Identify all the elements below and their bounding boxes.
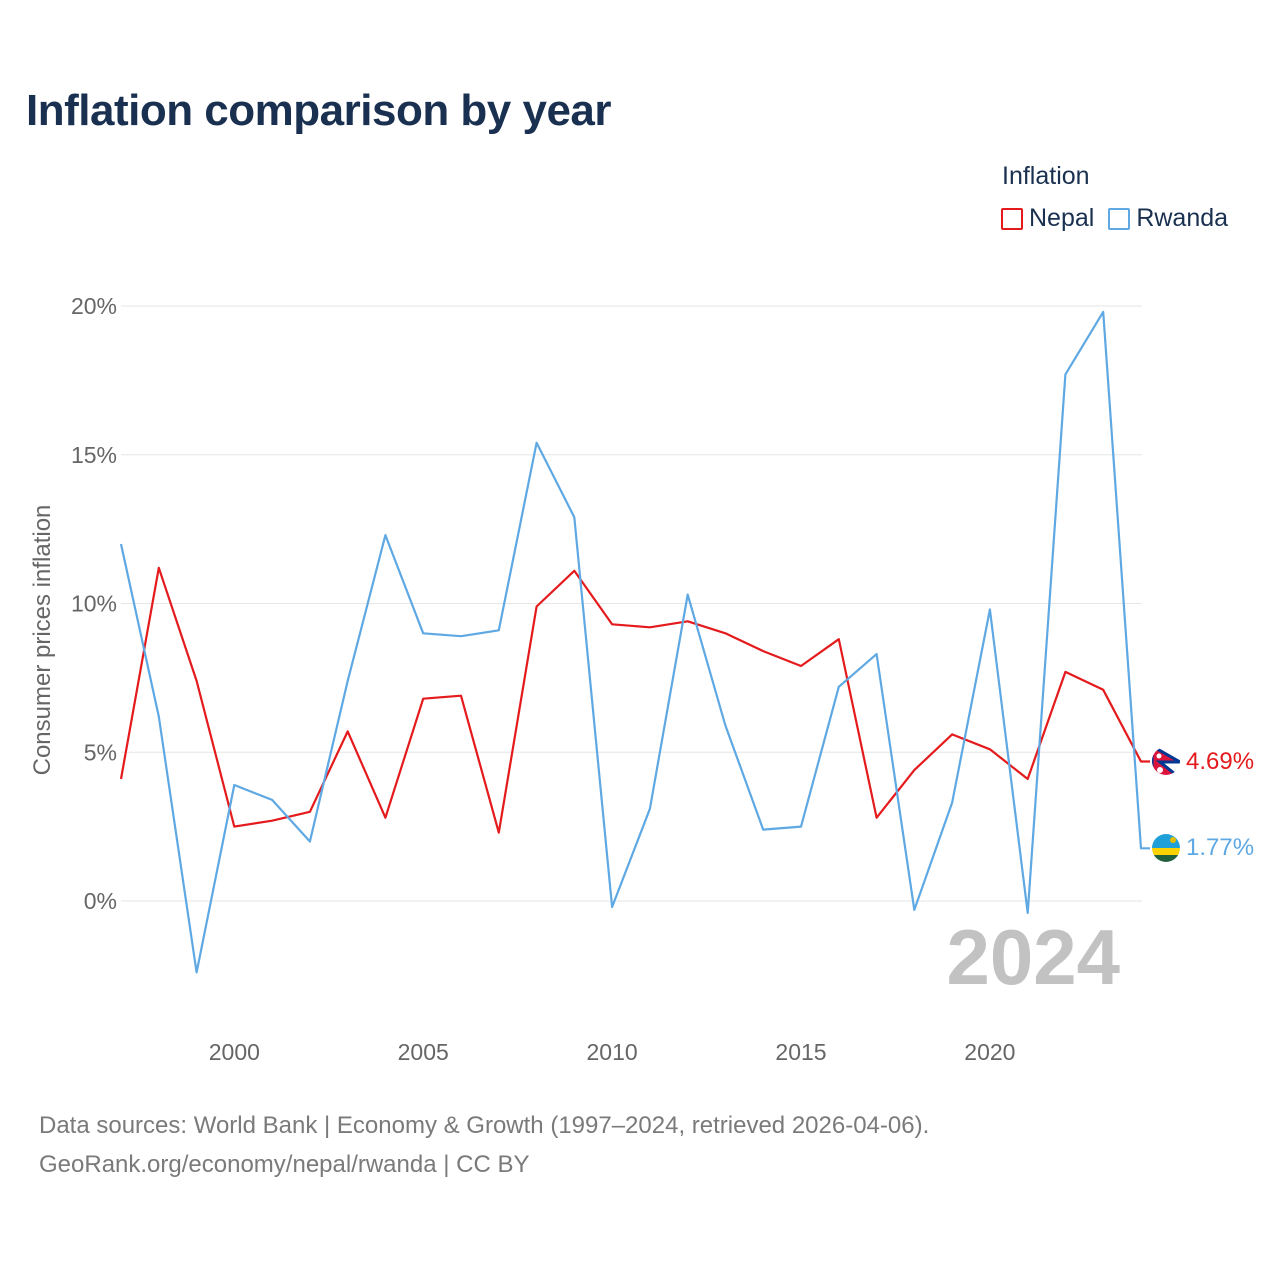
x-tick-label: 2005 (398, 1039, 449, 1065)
y-tick-label: 15% (71, 442, 117, 468)
y-tick-label: 0% (84, 888, 117, 914)
y-tick-label: 20% (71, 293, 117, 319)
y-axis-label: Consumer prices inflation (29, 505, 56, 776)
grid-lines (121, 305, 1142, 902)
x-tick-label: 2010 (587, 1039, 638, 1065)
legend-swatch-nepal (1001, 207, 1023, 230)
legend-swatch-rwanda (1108, 207, 1131, 230)
year-watermark: 2024 (946, 913, 1120, 1001)
series-line-nepal (119, 566, 1150, 834)
x-tick-label: 2015 (775, 1039, 826, 1065)
legend-title: Inflation (1002, 162, 1090, 190)
source-line-1: Data sources: World Bank | Economy & Gro… (39, 1112, 930, 1139)
chart-title: Inflation comparison by year (26, 86, 612, 135)
x-tick-label: 2000 (209, 1039, 260, 1065)
nepal-end-label: 4.69% (1186, 748, 1254, 775)
x-axis-ticks: 2000 2005 2010 2015 2020 (209, 1039, 1016, 1065)
nepal-flag-icon (1152, 747, 1180, 775)
series-line-rwanda (119, 310, 1150, 974)
y-tick-label: 5% (84, 739, 117, 765)
legend-label-nepal: Nepal (1029, 204, 1095, 232)
legend: Nepal Rwanda (1001, 204, 1228, 233)
series-lines (119, 310, 1150, 974)
legend-item-rwanda[interactable]: Rwanda (1108, 204, 1228, 233)
rwanda-flag-icon (1152, 834, 1180, 862)
x-tick-label: 2020 (964, 1039, 1015, 1065)
rwanda-end-label: 1.77% (1186, 834, 1254, 861)
y-tick-label: 10% (71, 591, 117, 617)
y-axis-ticks: 0% 5% 10% 15% 20% (71, 293, 117, 914)
legend-item-nepal[interactable]: Nepal (1001, 204, 1094, 233)
source-note: Data sources: World Bank | Economy & Gro… (39, 1106, 929, 1184)
source-line-2[interactable]: GeoRank.org/economy/nepal/rwanda | CC BY (39, 1151, 530, 1178)
legend-label-rwanda: Rwanda (1136, 204, 1229, 232)
